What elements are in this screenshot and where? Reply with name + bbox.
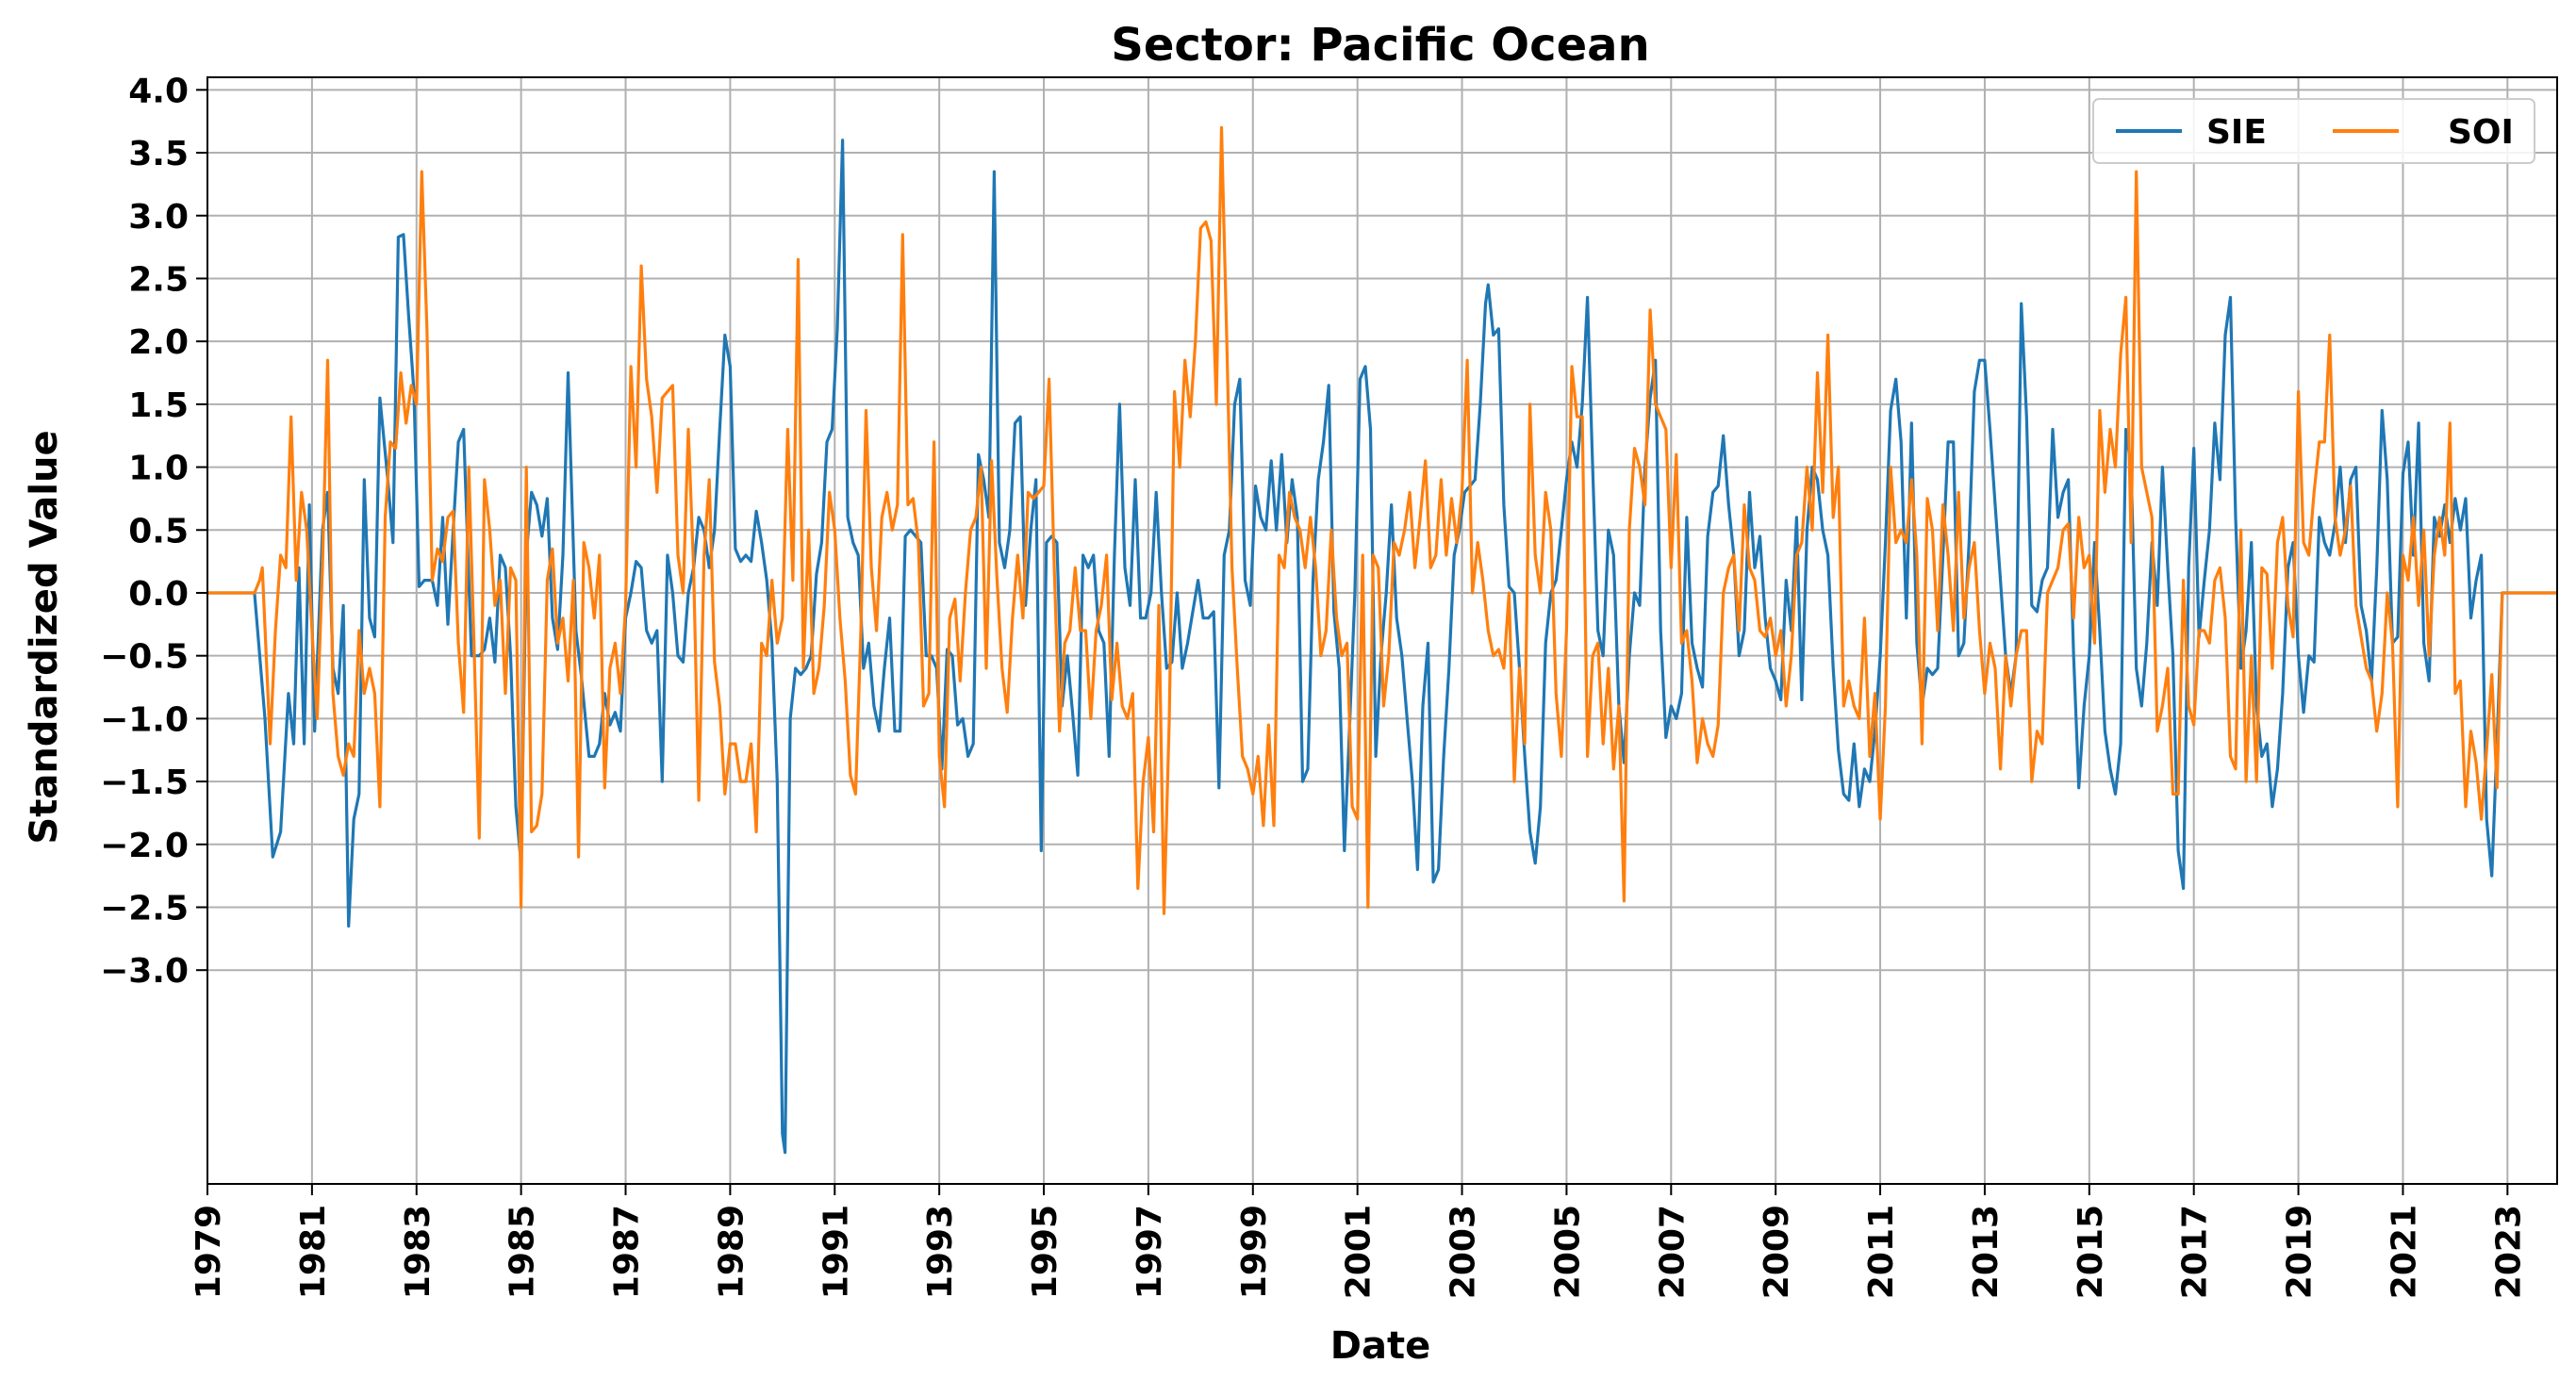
y-tick-label: 4.0 <box>128 72 189 110</box>
x-tick-label: 2009 <box>1758 1205 1796 1299</box>
x-tick-label: 1995 <box>1026 1205 1065 1299</box>
grid <box>206 77 2557 1184</box>
x-tick-label: 2001 <box>1340 1205 1379 1299</box>
legend-label-sie: SIE <box>2206 113 2267 152</box>
x-tick-label: 1981 <box>294 1205 333 1299</box>
y-tick-label: 3.0 <box>128 198 189 237</box>
y-tick-label: 1.5 <box>128 386 189 425</box>
x-tick-label: 2021 <box>2385 1205 2423 1299</box>
series-lines <box>207 125 2557 1155</box>
y-tick-label: 0.0 <box>128 575 189 614</box>
plot-frame <box>206 76 2558 1185</box>
x-tick-label: 2011 <box>1862 1205 1901 1299</box>
y-tick-label: −0.5 <box>100 638 189 677</box>
x-tick-label: 2019 <box>2281 1205 2320 1299</box>
y-tick-label: 3.5 <box>128 135 189 173</box>
y-axis-title: Standardized Value <box>23 430 66 844</box>
x-axis-title: Date <box>1330 1324 1430 1368</box>
y-tick-label: −3.0 <box>100 952 189 991</box>
y-tick-label: 0.5 <box>128 512 189 550</box>
x-tick-label: 1991 <box>817 1205 855 1299</box>
x-tick-label: 1997 <box>1131 1205 1169 1299</box>
legend-label-soi: SOI <box>2448 113 2514 152</box>
y-tick-label: −2.0 <box>100 827 189 865</box>
x-tick-label: 2015 <box>2072 1205 2110 1299</box>
series-line-soi <box>207 125 2557 915</box>
x-tick-label: 2013 <box>1967 1205 2006 1299</box>
x-tick-label: 1999 <box>1235 1205 1274 1299</box>
x-tick-label: 1983 <box>399 1205 438 1299</box>
y-tick-label: −1.5 <box>100 764 189 802</box>
chart-title: Sector: Pacific Ocean <box>1111 19 1649 72</box>
x-tick-label: 1985 <box>504 1205 542 1299</box>
x-tick-label: 1979 <box>190 1205 228 1299</box>
y-axis: 4.0 3.5 3.0 2.5 2.0 1.5 1.0 0.5 0.0 −0.5 −1.0 −1.5 −… <box>100 72 207 991</box>
x-tick-label: 2003 <box>1445 1205 1483 1299</box>
x-tick-label: 2007 <box>1653 1205 1692 1299</box>
x-tick-label: 2017 <box>2176 1205 2215 1299</box>
x-tick-label: 1989 <box>712 1205 751 1299</box>
y-tick-label: −2.5 <box>100 890 189 928</box>
x-axis: 1979 1981 1983 1985 1987 1989 1991 1993 1995 1997… <box>190 1184 2528 1299</box>
x-tick-label: 2005 <box>1548 1205 1587 1299</box>
y-tick-label: 1.0 <box>128 450 189 488</box>
x-tick-label: 1993 <box>921 1205 960 1299</box>
legend-box <box>2092 98 2535 164</box>
legend: SIE SOI <box>2092 98 2535 164</box>
y-tick-label: 2.0 <box>128 323 189 362</box>
y-tick-label: −1.0 <box>100 700 189 739</box>
x-tick-label: 1987 <box>608 1205 647 1299</box>
x-tick-label: 2023 <box>2489 1205 2528 1299</box>
y-tick-label: 2.5 <box>128 260 189 299</box>
